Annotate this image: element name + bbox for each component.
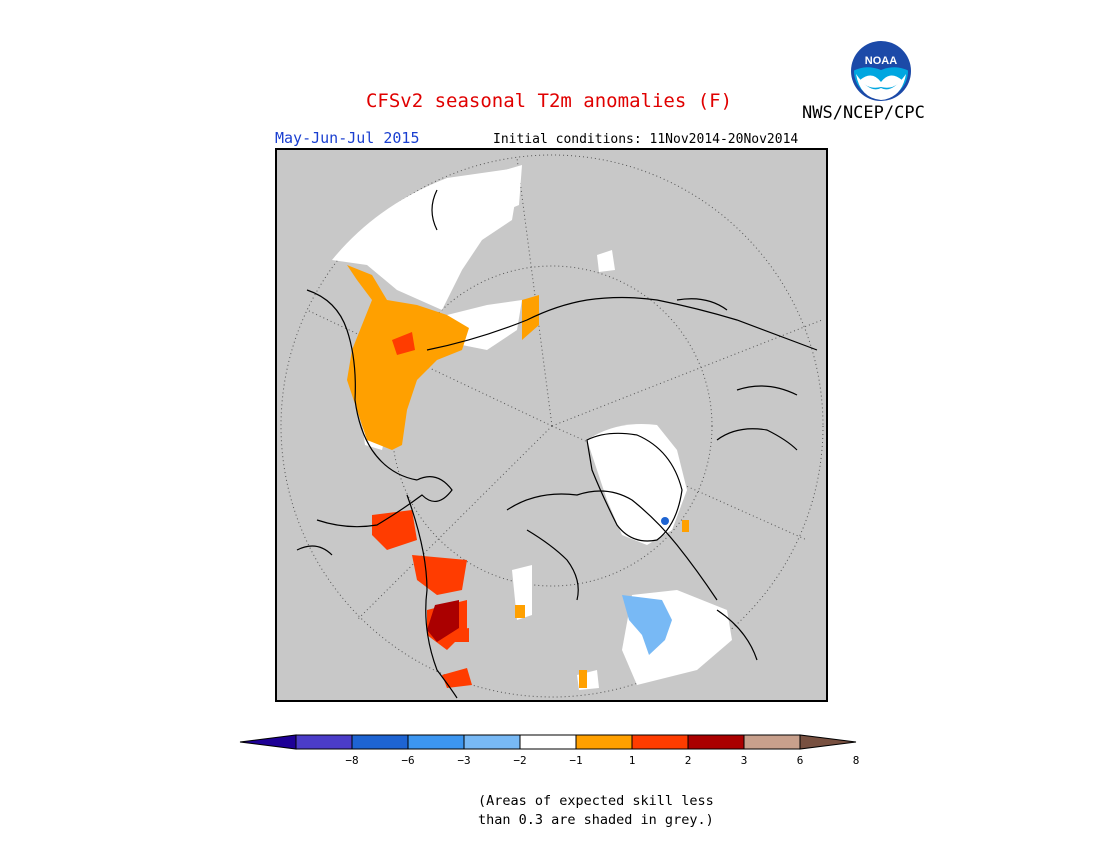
colorbar-segment xyxy=(743,734,801,750)
colorbar-segment xyxy=(295,734,353,750)
forecast-period: May-Jun-Jul 2015 xyxy=(275,129,420,147)
colorbar-tick-label: −3 xyxy=(457,754,471,767)
colorbar-tick-label: −2 xyxy=(513,754,527,767)
colorbar-arrow-high xyxy=(799,734,857,750)
colorbar-arrow-low xyxy=(239,734,297,750)
colorbar-segment xyxy=(463,734,521,750)
anomaly-minus-3-point xyxy=(661,517,669,525)
initial-conditions: Initial conditions: 11Nov2014-20Nov2014 xyxy=(493,132,799,147)
colorbar-tick-label: −1 xyxy=(569,754,583,767)
colorbar-segment xyxy=(631,734,689,750)
anomaly-minus-1-2 xyxy=(622,595,672,655)
colorbar xyxy=(238,733,862,773)
coastlines xyxy=(296,189,818,699)
colorbar-segment xyxy=(407,734,465,750)
skill-note-line2: than 0.3 are shaded in grey.) xyxy=(478,812,714,828)
agency-label: NWS/NCEP/CPC xyxy=(802,103,925,123)
colorbar-tick-label: 3 xyxy=(740,754,748,767)
colorbar-tick-label: 8 xyxy=(852,754,860,767)
colorbar-segment xyxy=(687,734,745,750)
chart-title: CFSv2 seasonal T2m anomalies (F) xyxy=(365,90,733,112)
anomaly-plus-3-6 xyxy=(427,600,459,642)
noaa-logo-text: NOAA xyxy=(865,55,897,67)
colorbar-segment xyxy=(575,734,633,750)
skill-note-line1: (Areas of expected skill less xyxy=(478,793,714,809)
colorbar-segment xyxy=(351,734,409,750)
colorbar-tick-label: −6 xyxy=(401,754,415,767)
skill-note: (Areas of expected skill less than 0.3 a… xyxy=(478,792,714,830)
noaa-logo: NOAA xyxy=(850,40,912,102)
colorbar-tick-label: 1 xyxy=(628,754,636,767)
map-graticule xyxy=(280,154,824,698)
colorbar-tick-label: 2 xyxy=(684,754,692,767)
colorbar-tick-label: −8 xyxy=(345,754,359,767)
colorbar-segment xyxy=(519,734,577,750)
anomaly-map xyxy=(275,148,828,702)
colorbar-tick-label: 6 xyxy=(796,754,804,767)
